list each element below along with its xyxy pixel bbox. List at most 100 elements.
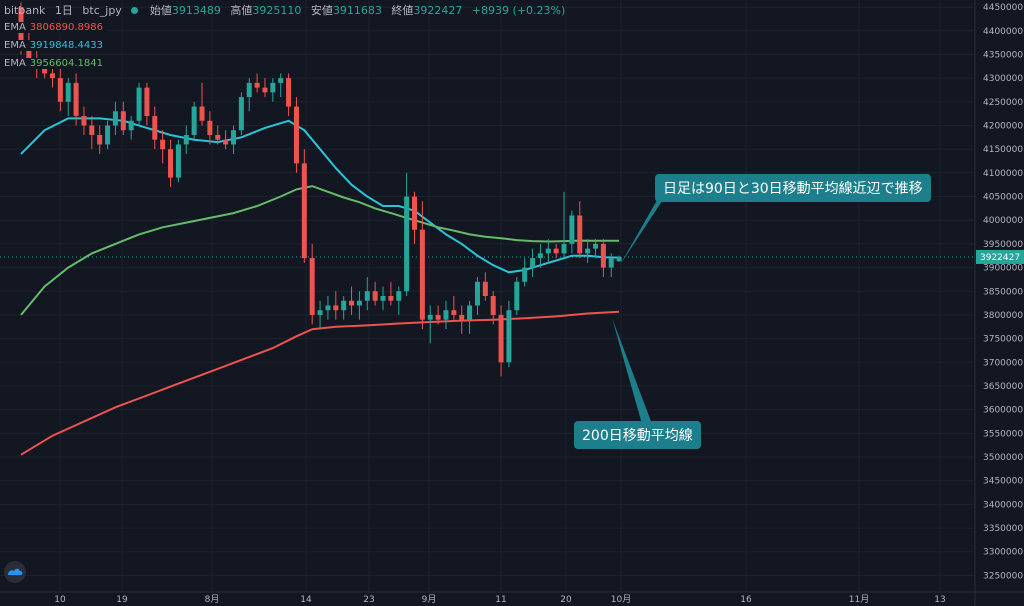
candle-body [506, 310, 512, 363]
callout-pointer-top [620, 195, 666, 265]
price-tick-label: 4100000 [983, 169, 1023, 179]
candle-body [65, 82, 71, 102]
candle-body [270, 82, 276, 93]
ema-line [20, 185, 620, 316]
candle-body [498, 314, 504, 363]
candle-body [144, 87, 150, 117]
candle-body [380, 296, 386, 301]
candle-body [349, 300, 355, 306]
price-tick-label: 4400000 [983, 27, 1023, 37]
candle-body [57, 78, 63, 102]
time-tick-label: 10月 [611, 594, 631, 605]
candles [18, 2, 622, 377]
price-tick-label: 3300000 [983, 548, 1023, 558]
candle-body [325, 305, 331, 311]
candle-body [537, 253, 543, 259]
candle-body [293, 106, 299, 164]
candle-body [207, 120, 213, 135]
legend-header: bitbank 1日 btc_jpy 始値3913489 高値3925110 安… [4, 2, 571, 18]
price-tick-label: 4350000 [983, 50, 1023, 60]
candle-body [396, 291, 402, 301]
time-axis[interactable]: 10 19 8月 14 23 9月 11 20 10月 16 11月 13 [0, 591, 1024, 605]
candle-body [577, 215, 583, 254]
candle-body [467, 305, 473, 320]
time-tick-label: 11 [495, 595, 506, 605]
candle-body [223, 139, 229, 145]
price-tick-label: 3350000 [983, 524, 1023, 534]
time-tick-label: 11月 [849, 594, 869, 605]
candle-body [105, 125, 111, 145]
price-tick-label: 4300000 [983, 74, 1023, 84]
candle-body [317, 310, 323, 315]
candle-body [372, 291, 378, 301]
candle-body [262, 87, 268, 93]
tradingview-logo-icon[interactable] [4, 561, 26, 583]
candle-body [474, 281, 480, 306]
candle-body [443, 310, 449, 320]
candle-body [168, 149, 174, 178]
low-label: 安値 [310, 4, 333, 17]
candle-body [152, 116, 158, 140]
candle-body [160, 139, 166, 150]
ema-line [20, 310, 620, 456]
ema-label: EMA [4, 40, 26, 51]
candle-body [254, 82, 260, 88]
change-value: +8939 (+0.23%) [471, 4, 566, 17]
annotation-callout-bottom: 200日移動平均線 [574, 421, 701, 449]
callout-pointer-bottom [612, 318, 652, 424]
candle-body [42, 68, 48, 74]
candle-body [230, 130, 236, 145]
time-tick-label: 8月 [205, 594, 220, 605]
ema-legend-row[interactable]: EMA 3806890.8986 [0, 22, 107, 33]
candle-body [412, 196, 417, 230]
candle-body [26, 40, 32, 64]
candle-body [183, 134, 189, 145]
candle-body [286, 78, 292, 107]
candle-body [561, 243, 567, 254]
candle-body [364, 291, 370, 301]
low-value: 3911683 [332, 4, 382, 17]
candle-body [246, 82, 252, 98]
ema-lines [20, 117, 620, 456]
candle-body [301, 163, 307, 259]
time-tick-label: 14 [300, 595, 312, 605]
candle-body [97, 134, 103, 145]
ema-legend-row[interactable]: EMA 3956604.1841 [0, 58, 107, 69]
time-tick-label: 16 [740, 595, 752, 605]
time-tick-label: 23 [363, 595, 374, 605]
candle-body [490, 296, 496, 315]
annotation-callout-top: 日足は90日と30日移動平均線近辺で推移 [655, 174, 931, 202]
candle-body [427, 314, 433, 320]
price-tick-label: 3600000 [983, 406, 1023, 416]
price-tick-label: 4050000 [983, 193, 1023, 203]
candle-body [459, 314, 465, 320]
interval-label[interactable]: 1日 [54, 4, 73, 17]
candle-body [309, 258, 315, 315]
status-dot [131, 7, 139, 14]
time-tick-label: 20 [560, 595, 572, 605]
price-tick-label: 3250000 [983, 571, 1023, 581]
price-tick-label: 3950000 [983, 240, 1023, 250]
open-label: 始値 [149, 4, 172, 17]
candle-body [136, 87, 142, 121]
price-tick-label: 3450000 [983, 477, 1023, 487]
candle-body [608, 258, 614, 268]
price-tick-label: 3550000 [983, 429, 1023, 439]
ema-legend-row[interactable]: EMA 3919848.4433 [0, 40, 107, 51]
price-tick-label: 3650000 [983, 382, 1023, 392]
candle-body [616, 256, 622, 262]
open-value: 3913489 [171, 4, 221, 17]
pair-name: btc_jpy [82, 4, 122, 17]
ema-value: 3806890.8986 [29, 22, 103, 33]
candle-body [600, 243, 606, 268]
price-axis[interactable]: 3250000 3300000 3350000 3400000 3450000 35000… [974, 0, 1024, 606]
candle-body [585, 248, 591, 254]
time-tick-label: 19 [116, 595, 128, 605]
current-price-tag: 3922427 [980, 253, 1020, 263]
price-tick-label: 3750000 [983, 335, 1023, 345]
close-label: 終値 [391, 4, 414, 17]
price-tick-label: 3900000 [983, 264, 1023, 274]
candle-body [435, 314, 441, 320]
symbol-name[interactable]: bitbank [4, 4, 46, 17]
